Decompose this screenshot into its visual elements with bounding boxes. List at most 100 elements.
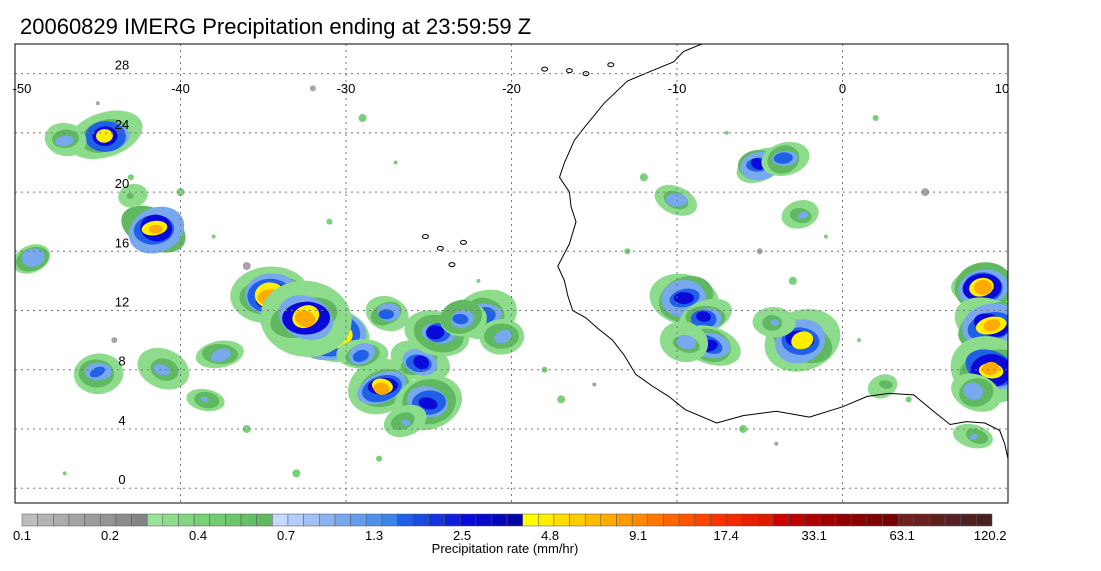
precip-speck (921, 188, 930, 197)
graticule (15, 44, 1008, 503)
colorbar-swatch (757, 513, 774, 527)
colorbar-swatch (146, 513, 164, 527)
precip-cell (867, 374, 898, 399)
map-frame (14, 43, 1009, 504)
colorbar-swatch (819, 513, 836, 527)
precip-speck (358, 114, 367, 123)
precip-speck (905, 396, 912, 403)
colorbar-swatch (600, 513, 617, 527)
lon-tick-label: 10 (995, 81, 1009, 96)
lon-tick-label: -10 (668, 81, 687, 96)
precip-cell (761, 141, 810, 176)
lon-tick-label: 0 (839, 81, 846, 96)
precip-speck (739, 424, 748, 433)
precip-speck (376, 455, 383, 462)
precip-speck (326, 218, 333, 225)
colorbar-swatch (913, 513, 930, 527)
colorbar-swatch (647, 513, 664, 527)
tick-labels: -50 -40 -30 -20 -10 0 10 0 4 8 12 16 20 24 28 (13, 58, 1010, 488)
island-outline (541, 66, 549, 72)
colorbar-swatch (240, 513, 257, 527)
precip-speck (62, 471, 67, 476)
lon-tick-label: -50 (13, 81, 32, 96)
precip-cell (781, 200, 819, 229)
colorbar-swatch (225, 513, 242, 527)
precip-speck (724, 130, 729, 135)
colorbar-swatch (287, 513, 304, 527)
precip-cell (479, 318, 525, 355)
colorbar-swatch (631, 513, 649, 527)
lon-tick-label: -20 (502, 81, 521, 96)
colorbar-swatch (584, 513, 602, 527)
colorbar-swatch (37, 513, 54, 527)
colorbar-tick-label: 4.8 (541, 528, 559, 543)
colorbar-swatch (209, 513, 226, 527)
island-outline (421, 233, 429, 239)
precip-cell (44, 122, 87, 157)
colorbar-tick-label: 17.4 (713, 528, 738, 543)
colorbar-swatch (882, 513, 899, 527)
colorbar-swatch (976, 513, 993, 527)
colorbar-swatch (678, 513, 695, 527)
precip-speck (242, 262, 251, 271)
colorbar-swatch (663, 513, 680, 527)
precip-cell (336, 339, 389, 369)
lat-tick-label: 8 (118, 354, 125, 369)
island-outline (582, 71, 590, 77)
colorbar-swatch (178, 513, 195, 527)
precip-cell (67, 110, 143, 160)
island-outline (460, 239, 468, 245)
precip-cell (365, 295, 409, 332)
precip-cell (659, 321, 709, 363)
colorbar-swatch (397, 513, 414, 527)
precip-cell (118, 183, 148, 208)
colorbar-swatch (115, 513, 132, 527)
colorbar: 0.1 0.2 0.4 0.7 1.3 2.5 4.8 9.1 17.4 33.1 63.1 120.… (13, 513, 1006, 543)
colorbar-swatch (350, 513, 367, 527)
precip-cell (951, 262, 1008, 312)
precip-speck (111, 337, 118, 344)
precip-speck (393, 160, 398, 165)
island-outline (565, 68, 573, 74)
precip-speck (857, 338, 862, 343)
colorbar-swatch (741, 513, 758, 527)
colorbar-swatch (850, 513, 868, 527)
colorbar-swatch (412, 513, 430, 527)
colorbar-tick-label: 0.1 (13, 528, 31, 543)
precip-cell (752, 306, 796, 338)
colorbar-swatch (772, 513, 789, 527)
precip-cell (260, 280, 352, 357)
colorbar-swatch (491, 513, 508, 527)
precip-speck (788, 276, 797, 285)
precip-speck (639, 173, 648, 182)
precip-cell (73, 353, 124, 395)
colorbar-swatch (710, 513, 727, 527)
lat-tick-label: 20 (115, 176, 129, 191)
colorbar-swatch (944, 513, 961, 527)
colorbar-swatch (538, 513, 555, 527)
precip-cell (440, 299, 487, 337)
colorbar-tick-label: 2.5 (453, 528, 471, 543)
lat-tick-label: 4 (118, 413, 125, 428)
colorbar-swatch (162, 513, 179, 527)
precip-cell (186, 388, 225, 412)
colorbar-swatch (897, 513, 915, 527)
colorbar-swatch (694, 513, 711, 527)
colorbar-swatch (444, 513, 461, 527)
precip-speck (872, 115, 879, 122)
precip-speck (176, 188, 185, 197)
precip-cell (952, 423, 993, 449)
precip-speck (592, 382, 597, 387)
colorbar-swatch (788, 513, 805, 527)
colorbar-swatch (522, 513, 539, 527)
colorbar-swatch (569, 513, 586, 527)
colorbar-swatch (553, 513, 570, 527)
precip-speck (309, 85, 316, 92)
colorbar-swatch (84, 513, 101, 527)
colorbar-swatch (303, 513, 320, 527)
precip-speck (242, 424, 251, 433)
precip-layer (15, 85, 1008, 478)
colorbar-swatch (459, 513, 476, 527)
colorbar-swatch (99, 513, 117, 527)
